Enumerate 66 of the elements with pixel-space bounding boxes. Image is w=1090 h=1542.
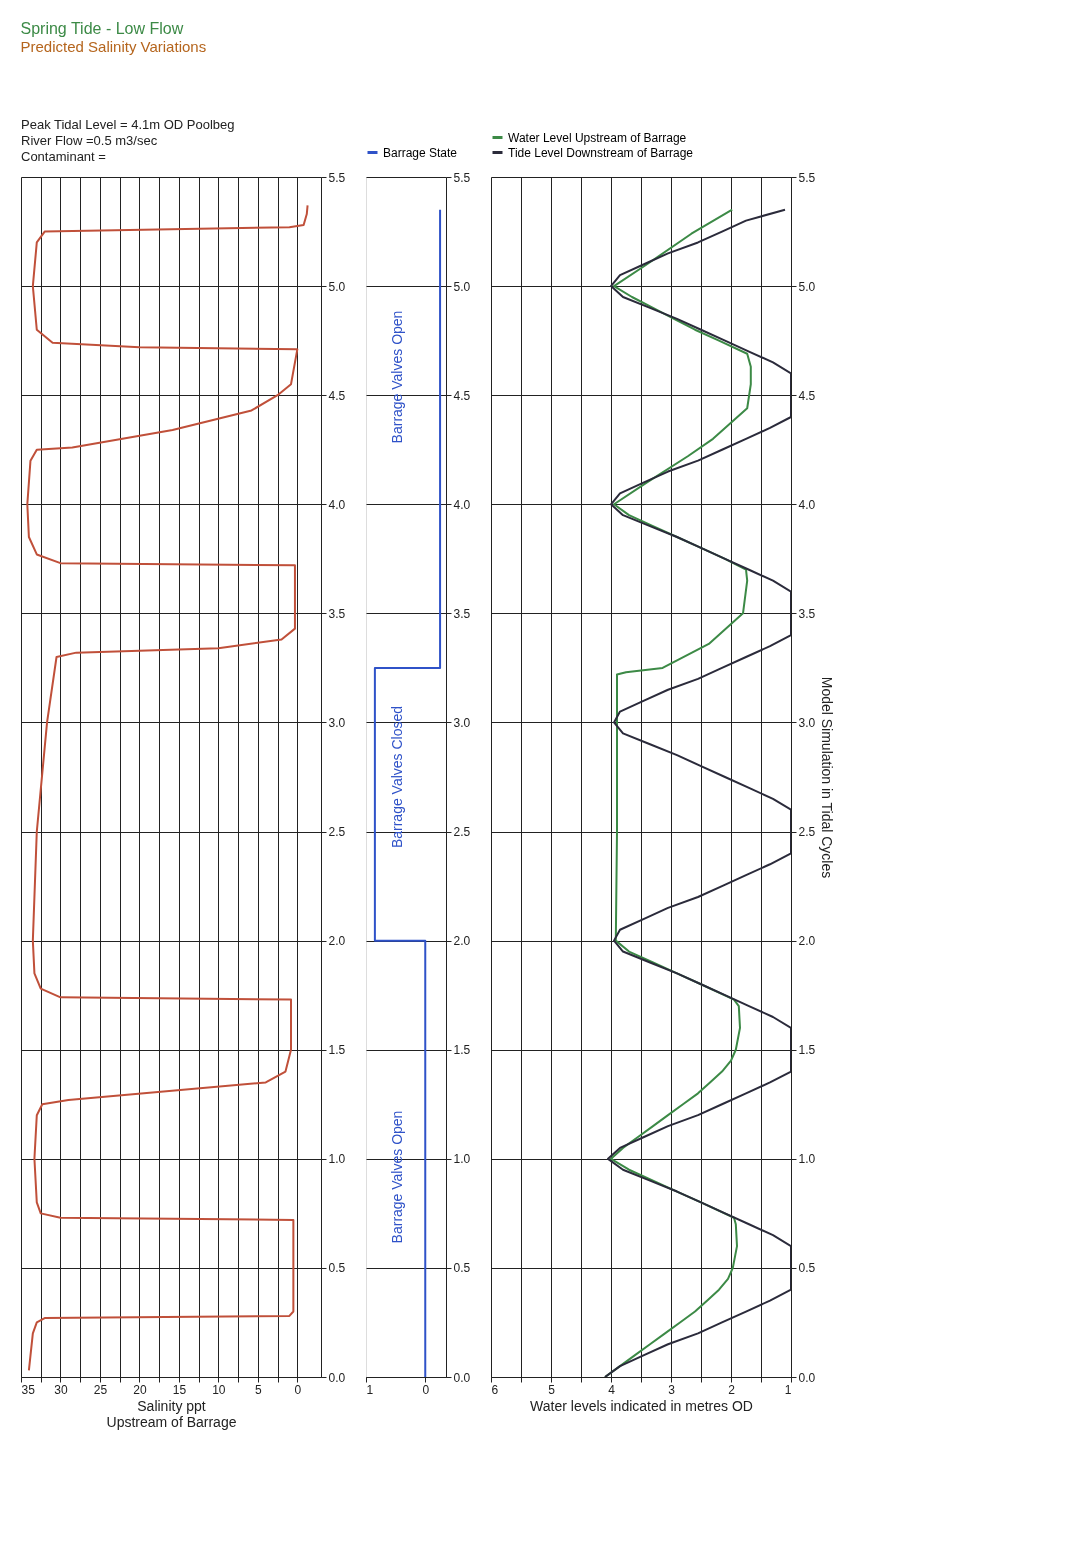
x-tick-label: 2 bbox=[728, 1382, 736, 1397]
x-tick-label: 30 bbox=[54, 1382, 68, 1397]
y-tick-label: 1.5 bbox=[453, 1043, 471, 1058]
y-tick-label: 3.5 bbox=[798, 606, 816, 621]
x-axis-title: Salinity ppt Upstream of Barrage bbox=[106, 1397, 237, 1430]
y-tick-label: 4.0 bbox=[453, 497, 471, 512]
chart-title: Spring Tide - Low Flow bbox=[20, 20, 184, 37]
y-axis-title: Model Simulation in Tidal Cycles bbox=[819, 676, 836, 879]
x-tick-label: 1 bbox=[366, 1382, 374, 1397]
y-tick-label: 4.5 bbox=[453, 388, 471, 403]
y-tick-label: 2.0 bbox=[798, 934, 816, 949]
x-tick-label: 4 bbox=[608, 1382, 616, 1397]
x-tick-label: 35 bbox=[21, 1382, 36, 1397]
annotation: Barrage Valves Closed bbox=[389, 705, 405, 849]
y-tick-label: 0.0 bbox=[798, 1370, 816, 1385]
legend-label: Water Level Upstream of Barrage bbox=[508, 130, 687, 145]
y-tick-label: 3.5 bbox=[328, 606, 346, 621]
annotation: Barrage Valves Open bbox=[389, 1110, 405, 1244]
y-tick-label: 5.0 bbox=[798, 279, 816, 294]
y-tick-label: 1.0 bbox=[328, 1152, 346, 1167]
x-tick-label: 0 bbox=[422, 1382, 430, 1397]
y-tick-label: 4.0 bbox=[798, 497, 816, 512]
y-tick-label: 2.5 bbox=[453, 825, 471, 840]
legend-label: Barrage State bbox=[383, 145, 458, 160]
x-tick-label: 20 bbox=[133, 1382, 147, 1397]
y-tick-label: 3.0 bbox=[453, 715, 471, 730]
y-tick-label: 2.0 bbox=[328, 934, 346, 949]
y-tick-label: 4.5 bbox=[328, 388, 346, 403]
x-axis-title: Water levels indicated in metres OD bbox=[530, 1397, 753, 1414]
text: Peak Tidal Level = 4.1m OD Poolbeg bbox=[21, 117, 235, 132]
y-tick-label: 5.0 bbox=[328, 279, 346, 294]
y-tick-label: 2.5 bbox=[328, 825, 346, 840]
y-tick-label: 0.0 bbox=[328, 1370, 346, 1385]
y-tick-label: 2.5 bbox=[798, 825, 816, 840]
legend-label: Tide Level Downstream of Barrage bbox=[508, 145, 694, 160]
y-tick-label: 0.5 bbox=[328, 1261, 346, 1276]
x-tick-label: 1 bbox=[784, 1382, 792, 1397]
x-tick-label: 5 bbox=[548, 1382, 556, 1397]
y-tick-label: 0.0 bbox=[453, 1370, 471, 1385]
x-tick-label: 3 bbox=[668, 1382, 676, 1397]
chart-subtitle: Predicted Salinity Variations bbox=[20, 38, 207, 55]
y-tick-label: 3.5 bbox=[453, 606, 471, 621]
x-tick-label: 0 bbox=[294, 1382, 302, 1397]
x-tick-label: 10 bbox=[212, 1382, 226, 1397]
y-tick-label: 1.5 bbox=[798, 1043, 816, 1058]
y-tick-label: 0.5 bbox=[798, 1261, 816, 1276]
y-tick-label: 5.5 bbox=[453, 170, 471, 185]
y-tick-label: 5.0 bbox=[453, 279, 471, 294]
y-tick-label: 2.0 bbox=[453, 934, 471, 949]
y-tick-label: 4.0 bbox=[328, 497, 346, 512]
y-tick-label: 4.5 bbox=[798, 388, 816, 403]
y-tick-label: 3.0 bbox=[798, 715, 816, 730]
y-tick-label: 3.0 bbox=[328, 715, 346, 730]
y-tick-label: 5.5 bbox=[328, 170, 346, 185]
x-tick-label: 25 bbox=[93, 1382, 108, 1397]
text: Contaminant = bbox=[21, 149, 106, 164]
annotation: Barrage Valves Open bbox=[389, 310, 405, 444]
x-tick-label: 15 bbox=[172, 1382, 187, 1397]
x-tick-label: 5 bbox=[255, 1382, 262, 1397]
y-tick-label: 1.5 bbox=[328, 1043, 346, 1058]
text: River Flow =0.5 m3/sec bbox=[21, 133, 158, 148]
y-tick-label: 1.0 bbox=[798, 1152, 816, 1167]
y-tick-label: 5.5 bbox=[798, 170, 816, 185]
x-tick-label: 6 bbox=[491, 1382, 499, 1397]
y-tick-label: 0.5 bbox=[453, 1261, 471, 1276]
y-tick-label: 1.0 bbox=[453, 1152, 471, 1167]
